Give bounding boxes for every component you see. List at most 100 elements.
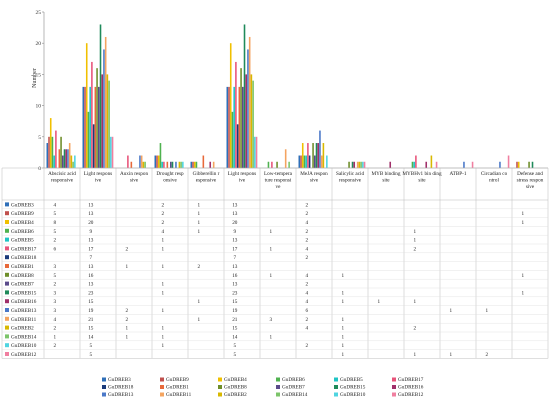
bar xyxy=(111,136,114,168)
bar xyxy=(58,149,61,168)
bar xyxy=(195,161,198,168)
bar xyxy=(53,155,55,168)
legend-entry: GuDREB10 xyxy=(340,392,366,398)
table-cell: 4 xyxy=(306,290,309,296)
table-cell: 17 xyxy=(232,246,238,252)
y-tick-label: 15 xyxy=(36,72,42,78)
table-cell: 5 xyxy=(90,343,93,349)
bar xyxy=(312,143,314,168)
bar xyxy=(320,155,323,168)
bar xyxy=(60,136,62,168)
bar xyxy=(91,61,93,168)
table-cell: 1 xyxy=(270,229,273,235)
table-cell: 3 xyxy=(54,299,57,305)
table-cell: 19 xyxy=(88,308,94,314)
bar xyxy=(85,43,88,169)
row-label: GuDREB3 xyxy=(11,202,34,208)
bar xyxy=(63,149,66,168)
bar xyxy=(130,161,133,168)
bar xyxy=(348,161,350,168)
row-swatch xyxy=(5,325,9,330)
bar xyxy=(308,155,311,168)
bar xyxy=(106,74,109,168)
category-header: Abscisic acid responsive xyxy=(48,171,76,184)
bar xyxy=(74,155,76,168)
table-cell: 1 xyxy=(270,246,273,252)
bar xyxy=(175,161,177,168)
row-swatch xyxy=(5,246,9,251)
legend-swatch xyxy=(160,385,164,389)
bar xyxy=(161,161,163,168)
table-cell: 2 xyxy=(414,326,417,332)
bar xyxy=(305,155,307,168)
table-cell: 13 xyxy=(88,202,94,208)
bar xyxy=(94,86,97,168)
bar xyxy=(101,74,104,168)
legend-entry: GuDREB2 xyxy=(224,392,247,398)
row-swatch xyxy=(5,352,9,356)
bar xyxy=(89,86,91,168)
table-cell: 5 xyxy=(234,343,237,349)
bar xyxy=(301,143,304,168)
row-label: GuDREB6 xyxy=(11,229,34,235)
table-cell: 4 xyxy=(306,326,309,332)
table-cell: 6 xyxy=(54,246,57,252)
legend-swatch xyxy=(334,392,338,397)
table-cell: 13 xyxy=(232,238,238,244)
bar xyxy=(319,130,321,168)
table-cell: 8 xyxy=(54,220,57,226)
bar xyxy=(229,43,232,169)
table-cell: 5 xyxy=(54,211,57,217)
bar xyxy=(531,161,534,168)
table-cell: 1 xyxy=(162,238,165,244)
table-cell: 1 xyxy=(198,202,201,208)
legend-entry: GuDREB4 xyxy=(224,377,247,383)
table-cell: 21 xyxy=(232,317,238,323)
table-cell: 1 xyxy=(162,282,165,288)
row-label: GuDREB18 xyxy=(11,255,37,261)
table-cell: 5 xyxy=(90,352,93,358)
legend-entry: GuDREB1 xyxy=(166,385,189,391)
bar xyxy=(267,161,270,168)
table-cell: 1 xyxy=(54,334,57,340)
legend-swatch xyxy=(392,392,396,397)
row-swatch xyxy=(5,237,9,242)
legend-swatch xyxy=(160,392,164,397)
bar xyxy=(307,143,309,168)
bar xyxy=(49,118,52,168)
bar xyxy=(193,161,196,168)
table-cell: 1 xyxy=(198,220,201,226)
bar xyxy=(415,155,417,168)
table-cell: 6 xyxy=(306,308,309,314)
bar xyxy=(99,24,102,169)
table-cell: 15 xyxy=(232,299,238,305)
table-cell: 4 xyxy=(162,229,165,235)
row-swatch xyxy=(5,316,9,321)
table-cell: 5 xyxy=(234,352,237,358)
table-cell: 2 xyxy=(126,246,129,252)
table-cell: 2 xyxy=(414,246,417,252)
bar xyxy=(98,86,100,168)
table-cell: 1 xyxy=(162,308,165,314)
table-cell: 23 xyxy=(232,290,238,296)
table-cell: 1 xyxy=(450,308,453,314)
table-cell: 2 xyxy=(306,202,309,208)
table-cell: 1 xyxy=(198,211,201,217)
row-swatch xyxy=(5,211,9,216)
row-label: GuDREB12 xyxy=(11,352,37,358)
legend-swatch xyxy=(334,377,338,382)
table-cell: 2 xyxy=(306,317,309,323)
bar xyxy=(303,155,306,168)
legend-entry: GuDREB15 xyxy=(340,385,366,391)
table-cell: 1 xyxy=(486,308,489,314)
table-cell: 3 xyxy=(54,308,57,314)
bar xyxy=(171,161,174,168)
bar xyxy=(170,161,172,168)
bar xyxy=(358,161,361,168)
table-cell: 20 xyxy=(88,220,94,226)
bar xyxy=(255,136,258,168)
row-label: GuDREB16 xyxy=(11,299,37,305)
table-cell: 2 xyxy=(54,282,57,288)
bar xyxy=(288,161,290,168)
bar xyxy=(87,111,90,168)
